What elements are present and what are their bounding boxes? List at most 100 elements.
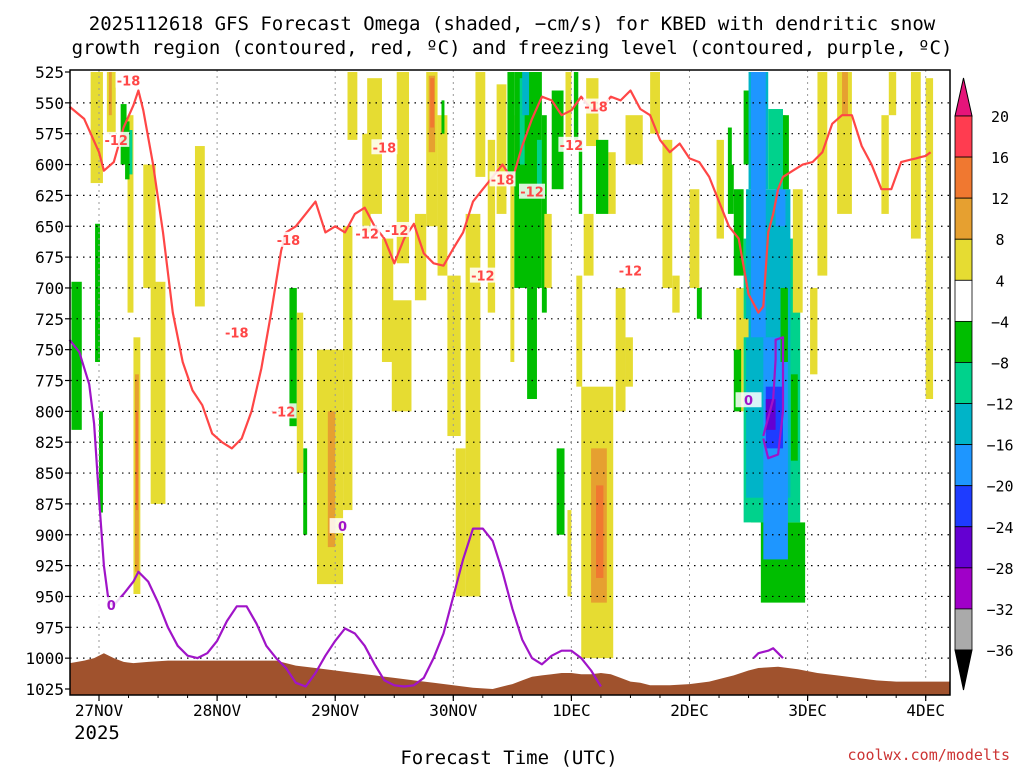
- omega-green: [727, 164, 734, 214]
- omega-yellow: [391, 300, 412, 412]
- y-axis: 525 550 575 600 625 650 675 700 725 750 775 800 825 8…: [25, 63, 70, 699]
- omega-gold: [842, 72, 848, 116]
- dgz-contour-label-backdrop: [275, 231, 302, 247]
- omega-green: [527, 287, 537, 400]
- omega-lblue: [751, 72, 766, 338]
- omega-yellow: [925, 78, 934, 400]
- x-axis-title: Forecast Time (UTC): [400, 747, 617, 768]
- dgz-contour-label-backdrop: [558, 136, 585, 152]
- colorbar-label: −8: [991, 354, 1009, 372]
- chart-title-line2: growth region (contoured, red, ºC) and f…: [72, 37, 953, 59]
- y-tick-label: 900: [35, 526, 64, 545]
- omega-green: [551, 90, 564, 190]
- omega-green: [71, 281, 82, 430]
- colorbar-label: −20: [986, 478, 1013, 496]
- credit-label: coolwx.com/modelts: [847, 746, 1010, 764]
- omega-green: [99, 411, 103, 513]
- omega-yellow: [625, 115, 643, 165]
- dgz-contour-label-backdrop: [617, 262, 644, 278]
- omega-green: [790, 374, 798, 461]
- y-tick-label: 925: [35, 557, 64, 576]
- omega-yellow: [544, 213, 552, 288]
- colorbar-swatch: [954, 485, 973, 528]
- contour-lines: [68, 89, 932, 688]
- dgz-contour-label: -18: [277, 234, 301, 249]
- y-tick-label: 850: [35, 464, 64, 483]
- colorbar-label: 12: [991, 190, 1009, 208]
- colorbar-swatch: [954, 238, 973, 281]
- y-tick-label: 800: [35, 402, 64, 421]
- colorbar-label: −12: [986, 396, 1013, 414]
- omega-green: [289, 287, 297, 427]
- omega-yellow: [465, 213, 481, 597]
- y-tick-label: 750: [35, 341, 64, 360]
- omega-yellow: [90, 72, 103, 184]
- omega-yellow: [625, 337, 633, 387]
- dgz-contour-label: -12: [104, 134, 128, 149]
- colorbar-swatch: [954, 444, 973, 487]
- dgz-contour-label: -12: [560, 139, 584, 154]
- x-tick-label: 30NOV: [429, 701, 478, 720]
- omega-yellow: [414, 213, 427, 301]
- gridlines: [70, 70, 950, 695]
- contour-labels: -18-12-18-18-12-18-12 -12-18-12-12-12-18-…: [98, 72, 762, 614]
- omega-yellow: [347, 72, 358, 140]
- x-axis: 27NOV 28NOV 29NOV 30NOV 1DEC 2DEC 3DEC 4DEC: [75, 695, 945, 720]
- freezing-level-line: [752, 647, 784, 659]
- colorbar-label: −4: [991, 313, 1009, 331]
- colorbar-label: 4: [995, 272, 1004, 290]
- omega-green: [733, 189, 744, 276]
- omega-cyan: [522, 72, 530, 116]
- omega-green: [782, 115, 789, 190]
- colorbar-swatch: [954, 279, 973, 322]
- omega-yellow: [362, 133, 371, 233]
- omega-yellow: [150, 281, 166, 504]
- dgz-contour-label: -12: [272, 405, 296, 420]
- x-tick-label: 29NOV: [311, 701, 360, 720]
- omega-green: [556, 448, 565, 535]
- chart-title-line1: 2025112618 GFS Forecast Omega (shaded, −…: [89, 13, 936, 35]
- x-tick-label: 1DEC: [552, 701, 591, 720]
- y-tick-label: 625: [35, 186, 64, 205]
- omega-gold: [327, 411, 336, 548]
- omega-yellow: [455, 448, 466, 597]
- omega-yellow: [716, 139, 724, 239]
- y-tick-label: 825: [35, 433, 64, 452]
- colorbar: 20 16 12 8 4 −4 −8 −12 −16 −20 −24 −28 −32 −36: [954, 77, 1014, 691]
- x-tick-label: 2DEC: [670, 701, 709, 720]
- omega-yellow: [792, 189, 803, 313]
- omega-yellow: [662, 139, 673, 288]
- dgz-contour-label: -12: [385, 224, 409, 239]
- dgz-contour-label: -18: [373, 141, 397, 156]
- omega-green: [507, 72, 515, 177]
- omega-yellow: [381, 238, 394, 362]
- y-tick-label: 700: [35, 279, 64, 298]
- omega-gold: [108, 72, 112, 116]
- colorbar-swatch: [954, 608, 973, 651]
- dgz-contour-label-backdrop: [383, 221, 410, 237]
- y-tick-label: 550: [35, 94, 64, 113]
- y-tick-label: 875: [35, 495, 64, 514]
- colorbar-label: 16: [991, 149, 1009, 167]
- dgz-contour-label-backdrop: [371, 139, 398, 155]
- omega-yellow: [910, 72, 921, 239]
- colorbar-swatch: [954, 403, 973, 446]
- y-tick-label: 950: [35, 587, 64, 606]
- freezing-level-line: [762, 336, 785, 460]
- dgz-contour-label: -12: [355, 228, 379, 243]
- omega-green: [441, 100, 445, 134]
- freezing-contour-label: 0: [107, 599, 116, 614]
- omega-yellow: [615, 287, 626, 412]
- terrain-surface: [70, 653, 950, 695]
- colorbar-swatch: [954, 362, 973, 404]
- omega-yellow: [127, 115, 134, 313]
- omega-yellow: [487, 139, 496, 313]
- omega-green: [303, 448, 308, 535]
- omega-yellow: [742, 318, 749, 338]
- x-tick-label: 28NOV: [193, 701, 242, 720]
- colorbar-swatch: [954, 115, 973, 158]
- omega-green: [733, 349, 742, 412]
- colorbar-label: −24: [986, 519, 1013, 537]
- omega-yellow: [396, 72, 410, 264]
- omega-yellow: [881, 115, 889, 214]
